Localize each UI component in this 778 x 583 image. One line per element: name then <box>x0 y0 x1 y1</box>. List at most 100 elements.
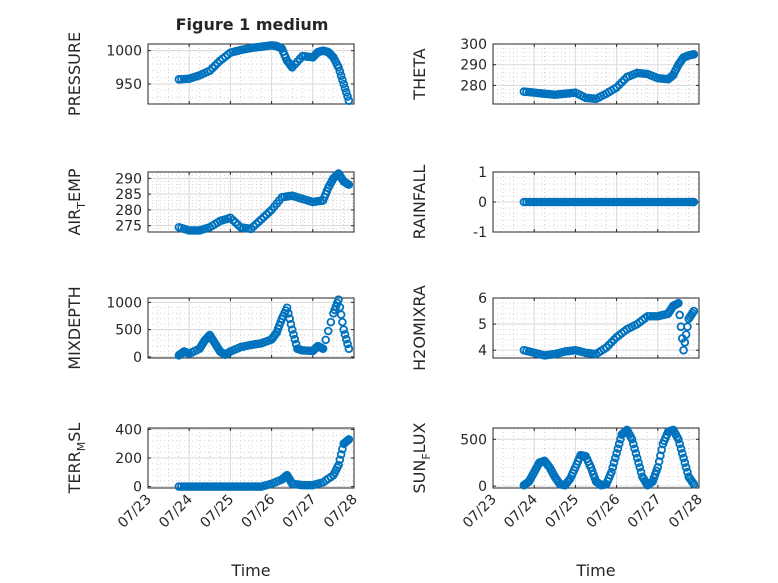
subplot-mixdepth: 0 500 1000 MIXDEPTH <box>65 286 355 370</box>
x-tick-label: 07/25 <box>542 492 582 532</box>
y-tick-label: 500 <box>460 432 487 448</box>
data-point <box>674 298 683 308</box>
data-point <box>334 460 343 470</box>
y-tick-label: 0 <box>478 479 487 495</box>
y-tick-label: 0 <box>133 350 142 366</box>
data-point <box>285 314 294 324</box>
y-tick-label: 5 <box>478 317 487 333</box>
data-point <box>344 435 354 444</box>
x-tick-label: 07/28 <box>666 492 706 532</box>
subplot-terr-msl: 0 200 400 TERRMSL 07/23 07/24 07/25 07/26 07/27 0… <box>65 422 361 580</box>
data-point <box>631 449 641 458</box>
data-point <box>683 322 692 331</box>
data-point <box>612 449 621 458</box>
x-tick-label: 07/23 <box>115 492 155 532</box>
x-tick-label: 07/26 <box>584 491 624 531</box>
data-point <box>632 453 642 463</box>
data-point <box>338 317 347 327</box>
subplot-pressure: 950 1000 PRESSURE <box>65 32 355 116</box>
data-point <box>340 83 350 93</box>
y-tick-label: 290 <box>460 58 487 74</box>
data-point <box>689 306 699 316</box>
data-point <box>689 479 699 489</box>
data-point <box>343 92 352 101</box>
y-axis-label: RAINFALL <box>410 165 429 240</box>
data-point <box>679 453 688 463</box>
y-axis-label: PRESSURE <box>65 32 84 116</box>
data-point <box>321 335 330 345</box>
data-point <box>341 88 351 97</box>
data-point <box>282 303 292 313</box>
data-point <box>681 463 691 472</box>
data-point <box>679 345 688 355</box>
data-point <box>677 449 687 458</box>
y-axis-label: H2OMIXRA <box>410 285 429 371</box>
y-tick-label: 275 <box>115 219 142 235</box>
data-point <box>335 455 345 465</box>
data-point <box>289 330 298 339</box>
data-point <box>344 96 354 105</box>
y-axis-label: MIXDEPTH <box>65 286 84 369</box>
data-point <box>634 458 643 467</box>
data-point <box>608 463 618 472</box>
data-point <box>344 180 354 189</box>
y-tick-label: 6 <box>478 291 487 307</box>
data-point <box>336 71 346 80</box>
x-axis-label: Time <box>230 561 270 580</box>
data-point <box>286 319 296 329</box>
y-tick-label: 1 <box>478 165 487 181</box>
x-tick-label: 07/24 <box>156 491 196 531</box>
subplot-theta: 280 290 300 THETA <box>410 37 700 105</box>
axes-box <box>147 297 355 359</box>
data-point <box>680 458 690 467</box>
y-tick-label: 280 <box>460 78 487 94</box>
data-point <box>284 308 293 318</box>
data-point <box>630 444 639 453</box>
data-point <box>614 439 624 449</box>
axes-box <box>492 43 700 105</box>
x-tick-label: 07/27 <box>280 492 320 532</box>
data-point <box>344 344 354 354</box>
subplot-rainfall: -1 0 1 RAINFALL <box>410 165 700 241</box>
y-tick-label: 500 <box>115 323 142 339</box>
x-tick-label: 07/27 <box>625 492 665 532</box>
data-point <box>675 310 684 320</box>
y-tick-label: 400 <box>115 422 142 438</box>
data-point <box>290 334 300 344</box>
y-tick-label: 300 <box>460 37 487 53</box>
data-point <box>335 67 345 76</box>
x-tick-label: 07/28 <box>321 492 361 532</box>
data-point <box>326 317 336 327</box>
data-point <box>676 444 686 453</box>
data-point <box>334 63 343 72</box>
y-tick-label: 285 <box>115 187 142 203</box>
x-tick-label: 07/23 <box>460 492 500 532</box>
y-axis-label: THETA <box>410 48 429 100</box>
y-axis-label: TERRMSL <box>65 423 88 495</box>
y-tick-label: 1000 <box>106 295 142 311</box>
data-point <box>343 339 352 349</box>
y-tick-label: 950 <box>115 77 142 93</box>
x-tick-label: 07/25 <box>197 492 237 532</box>
y-tick-label: 290 <box>115 171 142 187</box>
x-tick-label: 07/24 <box>501 491 541 531</box>
data-point <box>323 326 333 336</box>
data-point <box>336 450 346 459</box>
figure-title: Figure 1 medium <box>176 15 329 34</box>
data-point <box>609 458 619 467</box>
subplot-h2omixra: 4 5 6 H2OMIXRA <box>410 285 700 371</box>
x-tick-label: 07/26 <box>239 491 279 531</box>
data-point <box>611 453 620 463</box>
data-point <box>607 467 616 477</box>
y-tick-label: 0 <box>478 195 487 211</box>
data-point <box>674 434 683 444</box>
data-point <box>635 463 645 472</box>
y-tick-label: 0 <box>133 480 142 496</box>
data-point <box>681 330 691 339</box>
data-point <box>339 79 349 89</box>
y-tick-label: -1 <box>473 225 487 241</box>
data-point <box>675 439 684 449</box>
data-point <box>627 434 637 444</box>
y-axis-label: AIRTEMP <box>65 168 88 235</box>
